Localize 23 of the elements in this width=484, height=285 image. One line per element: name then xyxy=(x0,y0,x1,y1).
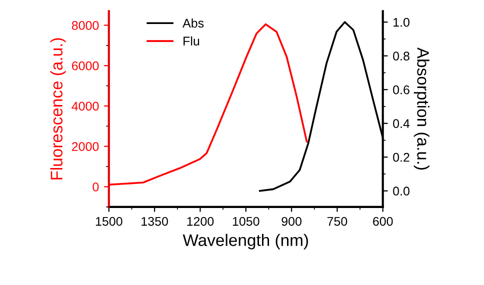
x-tick-label: 900 xyxy=(282,216,302,226)
legend-label: Flu xyxy=(184,36,200,46)
x-tick-label: 600 xyxy=(373,216,393,226)
y-axis-title: Fluorescence (a.u.) xyxy=(50,38,66,180)
y-tick-label: 4000 xyxy=(72,102,99,111)
y2-tick-label: 0.2 xyxy=(393,152,410,162)
y2-tick-label: 0.0 xyxy=(393,186,410,196)
y-tick-label: 8000 xyxy=(72,21,99,30)
y-tick-label: 6000 xyxy=(72,61,99,70)
y2-tick-label: 0.8 xyxy=(393,52,410,60)
legend-label: Abs xyxy=(182,18,204,28)
y2-tick-label: 1.0 xyxy=(394,18,410,27)
x-tick-label: 750 xyxy=(327,216,348,226)
x-tick-label: 1200 xyxy=(187,216,214,226)
y2-axis-title: Absorption (a.u.) xyxy=(414,47,430,170)
x-tick-label: 1500 xyxy=(96,216,122,226)
y2-tick-label: 0.4 xyxy=(393,119,410,128)
y2-tick-label: 0.6 xyxy=(393,85,410,94)
x-axis-title: Wavelength (nm) xyxy=(182,234,308,250)
x-tick-label: 1050 xyxy=(232,216,260,226)
x-tick-label: 1350 xyxy=(142,216,168,226)
y-tick-label: 0 xyxy=(92,182,99,192)
y-tick-label: 2000 xyxy=(72,142,99,152)
